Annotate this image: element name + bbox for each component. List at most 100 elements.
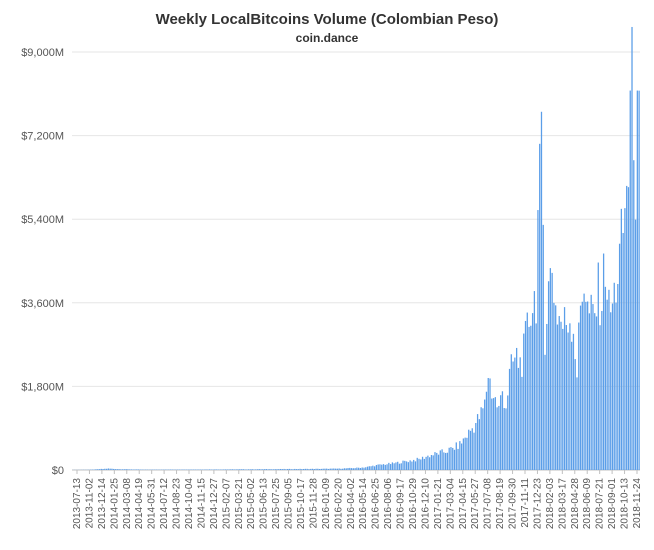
bar — [514, 357, 516, 470]
bar — [237, 469, 239, 470]
bar — [423, 458, 425, 470]
x-tick-label: 2018-11-24 — [632, 478, 643, 529]
bar — [496, 407, 498, 470]
bar — [114, 469, 117, 470]
bar — [354, 468, 356, 470]
bar — [615, 302, 617, 470]
bar — [617, 283, 619, 470]
bar — [546, 323, 548, 470]
bar — [121, 469, 124, 470]
bar — [441, 449, 443, 470]
bar — [567, 332, 569, 470]
bar — [381, 464, 383, 470]
bar — [246, 469, 248, 470]
bar — [130, 469, 133, 470]
bar — [365, 467, 367, 470]
bar — [230, 469, 232, 470]
bar — [487, 377, 489, 470]
bar — [512, 361, 514, 470]
x-tick-label: 2018-06-09 — [582, 478, 593, 530]
bar — [569, 323, 571, 470]
bar — [306, 468, 308, 470]
bar — [517, 367, 520, 470]
x-tick-label: 2014-04-19 — [134, 478, 145, 530]
bar — [398, 463, 401, 470]
bar — [253, 469, 255, 470]
bar — [418, 458, 420, 470]
bar — [560, 321, 562, 470]
bar — [604, 286, 607, 470]
bar — [214, 469, 216, 470]
bar — [219, 469, 221, 470]
bar — [290, 469, 292, 470]
bar — [125, 469, 127, 470]
bar — [377, 464, 379, 470]
bar — [269, 469, 271, 470]
bar — [303, 468, 305, 470]
bar — [634, 219, 637, 470]
bar — [102, 468, 104, 470]
bar — [450, 447, 452, 470]
bar — [595, 316, 598, 470]
bar — [587, 301, 589, 470]
x-tick-label: 2015-07-25 — [271, 478, 282, 530]
bar — [524, 320, 527, 470]
bar — [334, 468, 337, 470]
x-tick-label: 2016-06-25 — [371, 478, 382, 530]
bar — [464, 437, 466, 470]
bar — [281, 469, 283, 470]
bar — [544, 354, 546, 470]
bar — [208, 469, 211, 470]
x-tick-label: 2015-11-28 — [308, 478, 319, 529]
bar — [411, 461, 413, 470]
bar — [468, 429, 470, 470]
bar — [352, 468, 354, 470]
bar — [249, 469, 252, 470]
bars — [72, 26, 640, 471]
bar — [432, 455, 434, 470]
bar — [533, 291, 536, 470]
bar — [437, 454, 440, 470]
bar — [638, 90, 640, 470]
x-tick-label: 2014-10-04 — [184, 478, 195, 530]
bar — [342, 468, 344, 470]
bar — [287, 468, 289, 470]
bar — [599, 325, 601, 470]
bar — [446, 452, 449, 470]
x-tick-label: 2015-09-05 — [284, 478, 295, 530]
bar — [633, 160, 635, 470]
bar — [613, 282, 615, 470]
y-tick-label: $5,400M — [21, 214, 64, 226]
x-tick-label: 2015-02-07 — [221, 478, 232, 530]
bar — [283, 468, 285, 470]
x-tick-label: 2014-05-31 — [147, 478, 158, 530]
bar — [338, 468, 340, 470]
bar — [482, 408, 484, 470]
bar — [624, 208, 626, 470]
bar — [263, 469, 266, 470]
bar — [460, 443, 463, 470]
bar — [294, 468, 296, 470]
x-tick-label: 2018-04-28 — [570, 478, 581, 530]
x-tick-label: 2013-12-14 — [97, 478, 108, 530]
y-tick-label: $7,200M — [21, 131, 64, 143]
bar — [445, 452, 447, 470]
x-tick-label: 2016-10-29 — [408, 478, 419, 530]
x-tick-label: 2016-09-17 — [396, 478, 407, 530]
bar — [571, 341, 573, 470]
bar — [590, 294, 592, 470]
bar — [530, 325, 532, 470]
bar — [539, 143, 541, 470]
bar — [169, 469, 172, 470]
bar — [182, 469, 184, 470]
x-tick-label: 2015-10-17 — [296, 478, 307, 530]
bar — [327, 468, 330, 470]
bar — [382, 464, 385, 470]
x-tick-label: 2014-01-25 — [109, 478, 120, 530]
bar — [576, 377, 578, 470]
x-tick-label: 2018-02-03 — [545, 478, 556, 530]
bar — [226, 469, 228, 470]
bar — [547, 281, 550, 470]
